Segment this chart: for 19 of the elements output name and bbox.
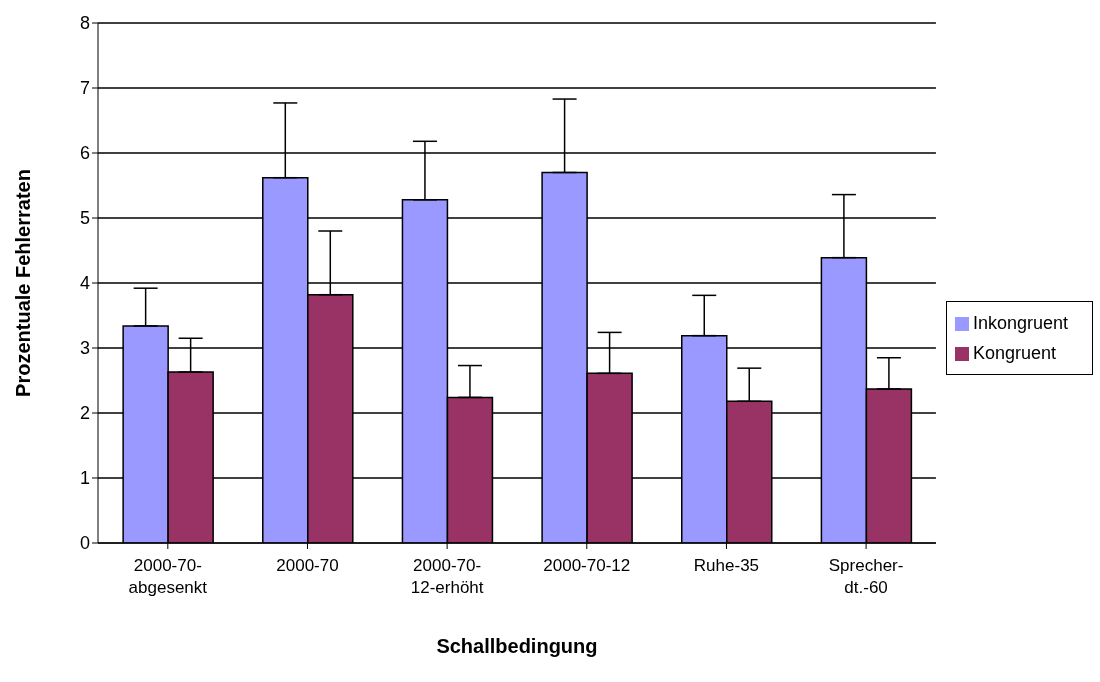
- legend-label: Inkongruent: [972, 313, 1068, 333]
- y-tick-label: 3: [79, 338, 90, 359]
- x-tick-label: Ruhe-35: [693, 556, 760, 575]
- y-tick-label: 7: [79, 78, 90, 99]
- y-tick-label: 2: [79, 403, 90, 424]
- y-axis-title: Prozentuale Fehlerraten: [12, 169, 35, 397]
- x-axis-title: Schallbedingung: [436, 635, 598, 657]
- x-tick-label: 2000-70: [276, 556, 339, 575]
- legend-label: Kongruent: [972, 343, 1056, 363]
- y-tick-label: 1: [79, 468, 90, 489]
- y-tick-label: 4: [79, 273, 90, 294]
- x-tick-label: Sprecher-dt.-60: [828, 556, 904, 597]
- x-tick-label: 2000-70-12: [543, 556, 631, 575]
- x-tick-label: 2000-70-12-erhöht: [410, 556, 484, 597]
- y-tick-label: 5: [79, 208, 90, 229]
- x-tick-label: 2000-70-abgesenkt: [128, 556, 208, 597]
- y-tick-label: 0: [79, 533, 90, 554]
- y-tick-label: 8: [79, 13, 90, 34]
- y-tick-label: 6: [79, 143, 90, 164]
